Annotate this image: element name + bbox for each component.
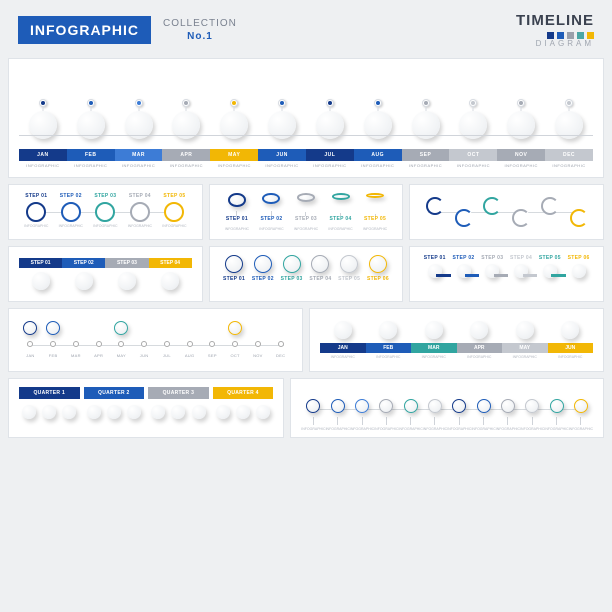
panel-arcs-c: [409, 184, 604, 240]
month-nodes: [19, 67, 593, 139]
timeline-title: TIMELINE: [516, 12, 594, 29]
month-label-boxes: JANINFOGRAPHICFEBINFOGRAPHICMARINFOGRAPH…: [19, 149, 593, 168]
month-box: APRINFOGRAPHIC: [162, 149, 210, 168]
collection-text: COLLECTION: [163, 18, 237, 29]
legend-dots: [516, 32, 594, 39]
month-node: [449, 99, 497, 139]
panel-months-h: JANINFOGRAPHICFEBINFOGRAPHICMARINFOGRAPH…: [309, 308, 604, 372]
month-node: [67, 99, 115, 139]
collection-label: COLLECTION No.1: [163, 18, 237, 42]
month-node: [497, 99, 545, 139]
panel-ring-timeline: INFOGRAPHICINFOGRAPHICINFOGRAPHICINFOGRA…: [290, 378, 604, 438]
month-box: JANINFOGRAPHIC: [19, 149, 67, 168]
month-node: [402, 99, 450, 139]
panel-steps-a: STEP 01INFOGRAPHICSTEP 02INFOGRAPHICSTEP…: [8, 184, 203, 240]
infographic-badge: INFOGRAPHIC: [18, 16, 151, 44]
panel-steps-b: STEP 01INFOGRAPHICSTEP 02INFOGRAPHICSTEP…: [209, 184, 404, 240]
panel-steps-f: STEP 01STEP 02STEP 03STEP 04STEP 05STEP …: [409, 246, 604, 302]
panel-months-g: JANFEBMARAPRMAYJUNJULAUGSEPOCTNOVDEC: [8, 308, 303, 372]
month-box: DECINFOGRAPHIC: [545, 149, 593, 168]
diagram-subtitle: DIAGRAM: [516, 39, 594, 48]
month-node: [19, 99, 67, 139]
month-node: [258, 99, 306, 139]
month-node: [306, 99, 354, 139]
collection-number: No.1: [163, 31, 237, 42]
month-node: [210, 99, 258, 139]
month-box: NOVINFOGRAPHIC: [497, 149, 545, 168]
main-axis-line: [19, 135, 593, 136]
month-box: MAYINFOGRAPHIC: [210, 149, 258, 168]
month-box: SEPINFOGRAPHIC: [402, 149, 450, 168]
month-box: OCTINFOGRAPHIC: [449, 149, 497, 168]
month-box: FEBINFOGRAPHIC: [67, 149, 115, 168]
main-timeline-card: JANINFOGRAPHICFEBINFOGRAPHICMARINFOGRAPH…: [8, 58, 604, 178]
panel-steps-d: STEP 01STEP 02STEP 03STEP 04: [8, 246, 203, 302]
month-box: JULINFOGRAPHIC: [306, 149, 354, 168]
panel-steps-e: STEP 01STEP 02STEP 03STEP 04STEP 05STEP …: [209, 246, 404, 302]
month-box: JUNINFOGRAPHIC: [258, 149, 306, 168]
month-node: [162, 99, 210, 139]
month-node: [115, 99, 163, 139]
month-node: [545, 99, 593, 139]
header: INFOGRAPHIC COLLECTION No.1 TIMELINE DIA…: [8, 8, 604, 52]
month-box: AUGINFOGRAPHIC: [354, 149, 402, 168]
month-box: MARINFOGRAPHIC: [115, 149, 163, 168]
panel-quarters: QUARTER 1QUARTER 2QUARTER 3QUARTER 4: [8, 378, 284, 438]
month-node: [354, 99, 402, 139]
